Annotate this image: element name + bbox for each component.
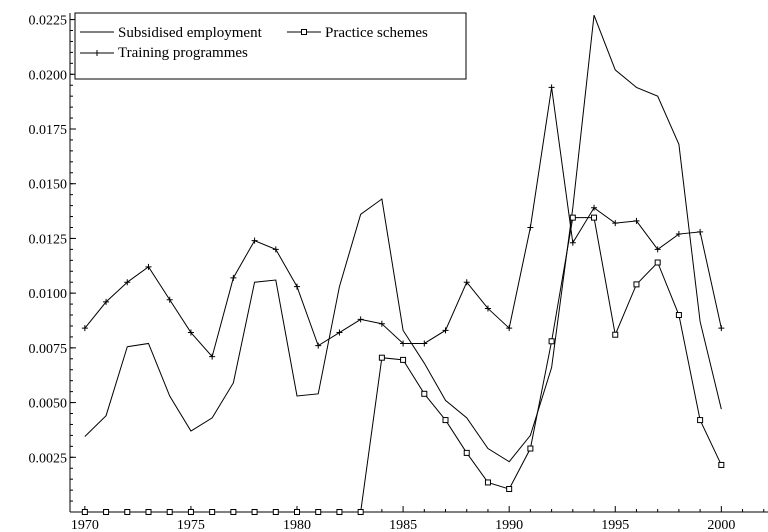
point-training-programmes bbox=[251, 237, 258, 244]
point-training-programmes bbox=[591, 204, 598, 211]
point-training-programmes bbox=[209, 353, 216, 360]
point-practice-schemes bbox=[654, 259, 661, 266]
y-tick-label: 0.0075 bbox=[29, 342, 68, 357]
legend-label-practice-schemes: Practice schemes bbox=[325, 25, 428, 41]
point-training-programmes bbox=[187, 329, 194, 336]
point-training-programmes bbox=[124, 279, 131, 286]
point-training-programmes bbox=[654, 246, 661, 253]
point-practice-schemes bbox=[251, 509, 258, 515]
point-practice-schemes bbox=[400, 356, 407, 363]
x-tick-label: 1995 bbox=[601, 518, 629, 532]
point-training-programmes bbox=[612, 220, 619, 227]
legend-marker-practice-schemes bbox=[301, 29, 307, 35]
point-practice-schemes bbox=[272, 509, 279, 515]
point-training-programmes bbox=[272, 246, 279, 253]
series-training-programmes bbox=[81, 84, 725, 360]
point-training-programmes bbox=[675, 231, 682, 238]
point-training-programmes bbox=[442, 327, 449, 334]
point-practice-schemes bbox=[145, 509, 152, 515]
point-practice-schemes bbox=[315, 509, 322, 515]
x-tick-label: 1975 bbox=[177, 518, 205, 532]
point-training-programmes bbox=[166, 296, 173, 303]
point-practice-schemes bbox=[675, 312, 682, 319]
series-practice-schemes bbox=[81, 214, 725, 515]
point-training-programmes bbox=[421, 340, 428, 347]
point-training-programmes bbox=[718, 325, 725, 332]
series-line-subsidised-employment bbox=[84, 15, 722, 463]
point-training-programmes bbox=[294, 283, 301, 290]
legend-box bbox=[74, 12, 467, 80]
point-practice-schemes bbox=[230, 509, 237, 515]
series-line-practice-schemes bbox=[84, 217, 722, 513]
series-subsidised-employment bbox=[84, 15, 722, 463]
point-practice-schemes bbox=[357, 509, 364, 515]
point-training-programmes bbox=[145, 263, 152, 270]
point-practice-schemes bbox=[209, 509, 216, 515]
point-practice-schemes bbox=[569, 214, 576, 221]
legend-label-training-programmes: Training programmes bbox=[118, 45, 248, 61]
y-tick-label: 0.0125 bbox=[29, 232, 68, 247]
point-practice-schemes bbox=[463, 449, 470, 456]
point-practice-schemes bbox=[124, 509, 131, 515]
point-practice-schemes bbox=[421, 390, 428, 397]
point-training-programmes bbox=[315, 342, 322, 349]
point-practice-schemes bbox=[548, 338, 555, 345]
point-training-programmes bbox=[697, 228, 704, 235]
point-practice-schemes bbox=[187, 509, 194, 515]
point-practice-schemes bbox=[718, 461, 725, 468]
y-tick-label: 0.0100 bbox=[29, 287, 68, 302]
point-training-programmes bbox=[400, 340, 407, 347]
y-tick-label: 0.0150 bbox=[29, 178, 68, 193]
point-training-programmes bbox=[336, 329, 343, 336]
point-practice-schemes bbox=[336, 509, 343, 515]
point-training-programmes bbox=[230, 274, 237, 281]
point-training-programmes bbox=[81, 325, 88, 332]
point-practice-schemes bbox=[527, 445, 534, 452]
x-tick-label: 1980 bbox=[283, 518, 311, 532]
series-layer bbox=[81, 15, 725, 515]
point-training-programmes bbox=[378, 320, 385, 327]
point-practice-schemes bbox=[103, 509, 110, 515]
point-training-programmes bbox=[484, 305, 491, 312]
x-tick-label: 1970 bbox=[71, 518, 99, 532]
point-practice-schemes bbox=[166, 509, 173, 515]
point-training-programmes bbox=[463, 279, 470, 286]
legend-marker-training-programmes bbox=[94, 50, 100, 56]
x-tick-label: 1990 bbox=[495, 518, 523, 532]
point-practice-schemes bbox=[294, 509, 301, 515]
x-tick-label: 1985 bbox=[389, 518, 417, 532]
point-practice-schemes bbox=[442, 417, 449, 424]
point-practice-schemes bbox=[612, 331, 619, 338]
y-tick-label: 0.0200 bbox=[29, 68, 68, 83]
point-practice-schemes bbox=[591, 214, 598, 221]
y-tick-label: 0.0025 bbox=[29, 451, 68, 466]
legend-label-subsidised-employment: Subsidised employment bbox=[118, 25, 263, 41]
point-training-programmes bbox=[569, 239, 576, 246]
legend: Subsidised employment Practice schemes T… bbox=[74, 12, 467, 80]
series-line-training-programmes bbox=[84, 87, 722, 358]
point-practice-schemes bbox=[484, 479, 491, 486]
y-tick-label: 0.0050 bbox=[29, 397, 68, 412]
point-practice-schemes bbox=[633, 281, 640, 288]
point-training-programmes bbox=[506, 325, 513, 332]
point-training-programmes bbox=[633, 217, 640, 224]
y-tick-label: 0.0175 bbox=[29, 123, 68, 138]
point-training-programmes bbox=[103, 298, 110, 305]
point-training-programmes bbox=[548, 84, 555, 91]
point-practice-schemes bbox=[378, 354, 385, 361]
axes: 0.0025 0.0050 0.0075 0.0100 0.0125 0.0150 0.01… bbox=[29, 13, 768, 532]
point-practice-schemes bbox=[81, 509, 88, 515]
y-tick-label: 0.0225 bbox=[29, 14, 68, 29]
point-training-programmes bbox=[357, 316, 364, 323]
x-tick-label: 2000 bbox=[707, 518, 735, 532]
point-practice-schemes bbox=[506, 486, 513, 493]
point-training-programmes bbox=[527, 224, 534, 231]
point-practice-schemes bbox=[697, 417, 704, 424]
